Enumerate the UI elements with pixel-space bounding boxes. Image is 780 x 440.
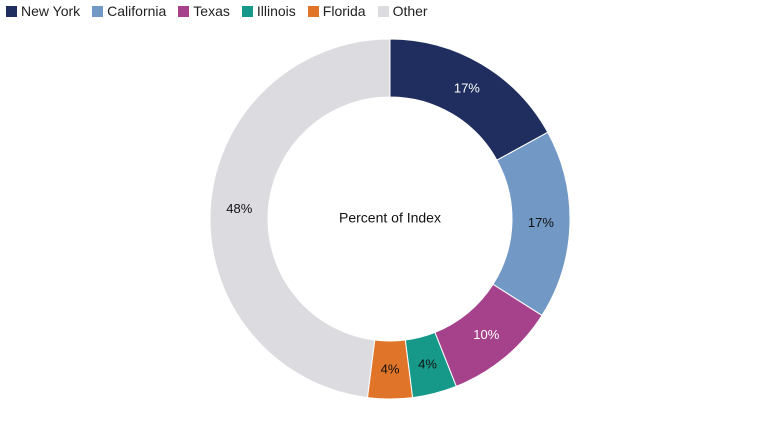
chart-legend: New York California Texas Illinois Florida Ot… (6, 3, 440, 19)
legend-label: New York (21, 3, 81, 19)
legend-swatch (307, 5, 319, 17)
slice-data-label: 4% (381, 361, 400, 376)
legend-label: Florida (322, 3, 366, 19)
legend-label: California (107, 3, 167, 19)
legend-swatch (377, 5, 389, 17)
legend-item: Texas (178, 3, 230, 19)
slice-data-label: 17% (528, 215, 554, 230)
donut-slice-other (209, 38, 391, 399)
legend-label: Illinois (256, 3, 296, 19)
slice-data-label: 10% (473, 327, 499, 342)
donut-slice-new-york (389, 38, 549, 161)
slice-labels: 17% 17% 10% 4% 4% 48% (226, 80, 554, 376)
legend-item: Florida (307, 3, 366, 19)
center-label: Percent of Index (339, 210, 441, 226)
legend-swatch (178, 5, 190, 17)
legend-item: California (92, 3, 166, 19)
slice-data-label: 4% (418, 357, 437, 372)
legend-swatch (6, 5, 17, 17)
legend-swatch (92, 5, 104, 17)
slice-data-label: 48% (226, 201, 252, 216)
legend-item: New York (6, 3, 80, 19)
legend-item: Other (377, 3, 428, 19)
donut-slices (209, 38, 571, 400)
legend-item: Illinois (241, 3, 296, 19)
legend-swatch (241, 5, 253, 17)
legend-label: Texas (193, 3, 230, 19)
legend-label: Other (392, 3, 428, 19)
slice-data-label: 17% (454, 80, 480, 95)
